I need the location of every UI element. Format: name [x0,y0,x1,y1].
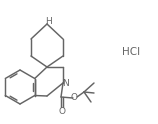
Text: O: O [58,108,66,117]
Text: O: O [70,93,78,102]
Text: H: H [46,16,52,26]
Text: HCl: HCl [122,47,140,57]
Text: N: N [63,78,69,88]
